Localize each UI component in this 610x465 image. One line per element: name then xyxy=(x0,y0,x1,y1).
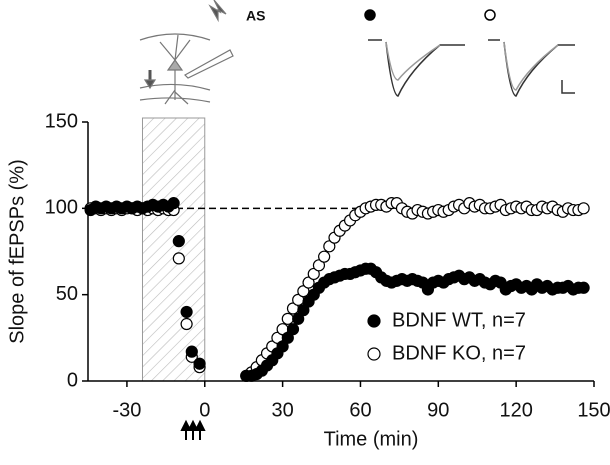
y-tick-label: 100 xyxy=(45,197,78,219)
data-point xyxy=(318,250,331,263)
data-point xyxy=(185,345,198,358)
x-tick-label: 30 xyxy=(271,399,293,421)
x-tick-label: 150 xyxy=(577,399,610,421)
x-tick-label: 0 xyxy=(199,399,210,421)
stimulus-arrow xyxy=(187,419,199,440)
data-point xyxy=(167,197,180,210)
data-point xyxy=(577,281,590,294)
data-point xyxy=(180,305,193,319)
x-tick-label: 120 xyxy=(499,399,532,421)
x-tick-label: -30 xyxy=(112,399,141,421)
x-axis-label: Time (min) xyxy=(324,428,419,450)
x-tick-label: 60 xyxy=(349,399,371,421)
data-point xyxy=(286,323,300,336)
y-tick-label: 150 xyxy=(45,110,78,132)
stimulus-arrow xyxy=(180,419,192,440)
legend-label: BDNF KO, n=7 xyxy=(392,342,526,364)
legend-marker xyxy=(367,314,381,328)
trace-inset xyxy=(364,9,575,97)
x-tick-label: 90 xyxy=(427,399,449,421)
data-point xyxy=(172,235,185,248)
y-axis-label: Slope of fEPSPs (%) xyxy=(6,159,28,344)
data-point xyxy=(577,202,590,215)
neuron-inset xyxy=(139,0,234,105)
shaded-region xyxy=(141,117,206,382)
y-tick-label: 50 xyxy=(56,283,78,305)
legend-marker xyxy=(367,347,381,361)
y-tick-label: 0 xyxy=(67,369,78,391)
data-point xyxy=(281,312,294,325)
legend-label: BDNF WT, n=7 xyxy=(392,309,526,331)
data-point xyxy=(180,317,193,331)
inset-label: AS xyxy=(246,8,265,24)
stimulus-arrow xyxy=(194,419,206,440)
data-point xyxy=(193,357,206,370)
data-point xyxy=(172,252,185,265)
